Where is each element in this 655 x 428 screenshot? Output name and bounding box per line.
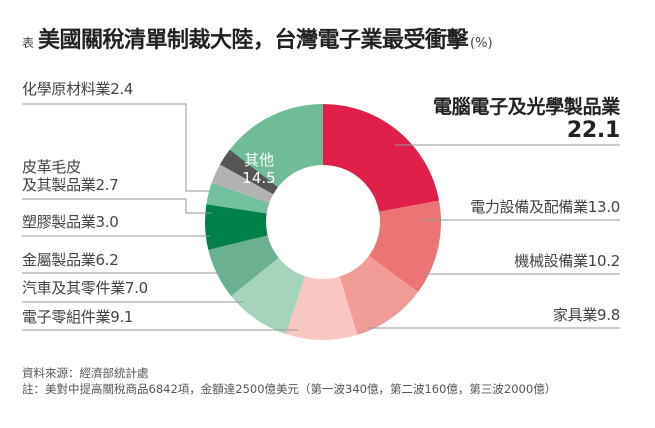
label-furniture: 家具業9.8 [552,306,620,324]
label-leather: 皮革毛皮 及其製品業2.7 [22,158,119,194]
title-unit: (%) [470,36,493,51]
label-leather-line1: 皮革毛皮 [22,158,81,176]
title-main: 美國關稅清單制裁大陸，台灣電子業最受衝擊 [38,28,469,53]
donut-slice [323,104,440,212]
label-other: 其他 14.5 [234,151,284,187]
donut-slice [219,149,278,195]
label-computer: 電腦電子及光學製品業 22.1 [433,96,620,142]
chart-title: 表 美國關稅清單制裁大陸，台灣電子業最受衝擊 (%) [22,22,493,54]
title-prefix: 表 [22,36,35,50]
leader-lines [22,103,620,331]
donut-slice [206,182,270,214]
source-note: 資料來源：經濟部統計處 [22,366,149,380]
label-metal: 金屬製品業6.2 [22,251,119,269]
label-other-name: 其他 [243,151,274,169]
leader-line-chemical [22,103,210,192]
label-auto: 汽車及其零件業7.0 [22,279,148,297]
footnote: 註：美對中提高關稅商品6842項，金額達2500億美元（第一波340億，第二波1… [22,382,557,396]
leader-line-leather [22,198,212,214]
label-power: 電力設備及配備業13.0 [470,198,620,216]
label-leather-line2: 及其製品業2.7 [22,176,119,194]
label-chemical: 化學原材料業2.4 [22,80,134,98]
chart-footer: 資料來源：經濟部統計處 註：美對中提高關稅商品6842項，金額達2500億美元（… [22,365,642,397]
donut-slice [208,235,279,297]
label-computer-value: 22.1 [566,118,620,143]
label-components: 電子零組件業9.1 [22,308,134,326]
donut-slices [205,103,441,340]
donut-slice [229,103,323,188]
donut-slice [205,204,268,250]
donut-slice [368,200,441,292]
label-plastic: 塑膠製品業3.0 [22,213,119,231]
donut-slice [339,255,419,335]
label-machinery: 機械設備業10.2 [514,252,620,270]
donut-slice [231,257,306,334]
donut-slice [285,276,358,340]
donut-slice [211,164,274,204]
label-other-value: 14.5 [242,169,276,187]
label-computer-name: 電腦電子及光學製品業 [432,96,620,118]
